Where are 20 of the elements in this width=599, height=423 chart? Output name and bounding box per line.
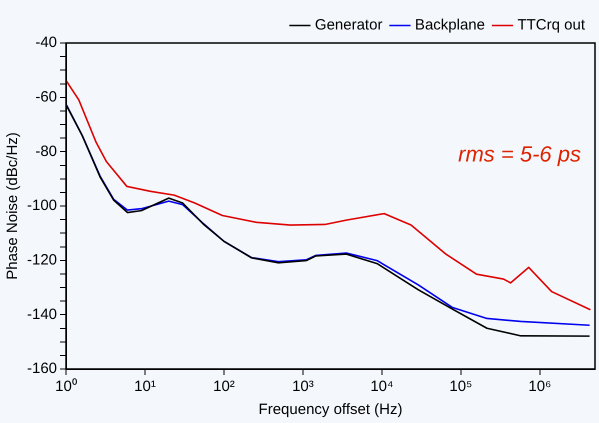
y-tick-label: -100 <box>26 197 58 214</box>
x-tick-label: 10⁴ <box>370 378 394 396</box>
y-tick-label: -80 <box>35 142 58 160</box>
y-tick-label: -120 <box>26 251 58 268</box>
x-tick-label: 10⁶ <box>528 378 552 396</box>
x-tick-label: 10¹ <box>134 378 156 396</box>
legend-label: Backplane <box>414 16 485 34</box>
y-tick-label: -140 <box>26 306 58 323</box>
x-tick-label: 10³ <box>292 378 314 396</box>
legend-label: TTCrq out <box>517 16 586 34</box>
x-tick-label: 10⁰ <box>55 378 77 396</box>
y-tick-label: -160 <box>26 360 58 378</box>
x-axis-title: Frequency offset (Hz) <box>258 401 402 418</box>
x-tick-label: 10⁵ <box>449 378 472 396</box>
annotation: rms = 5-6 ps <box>458 142 581 167</box>
x-tick-label: 10² <box>213 378 235 396</box>
legend-label: Generator <box>314 16 382 34</box>
y-tick-label: -40 <box>35 34 58 52</box>
y-tick-label: -60 <box>35 88 58 106</box>
y-axis-title: Phase Noise (dBc/Hz) <box>4 132 22 280</box>
